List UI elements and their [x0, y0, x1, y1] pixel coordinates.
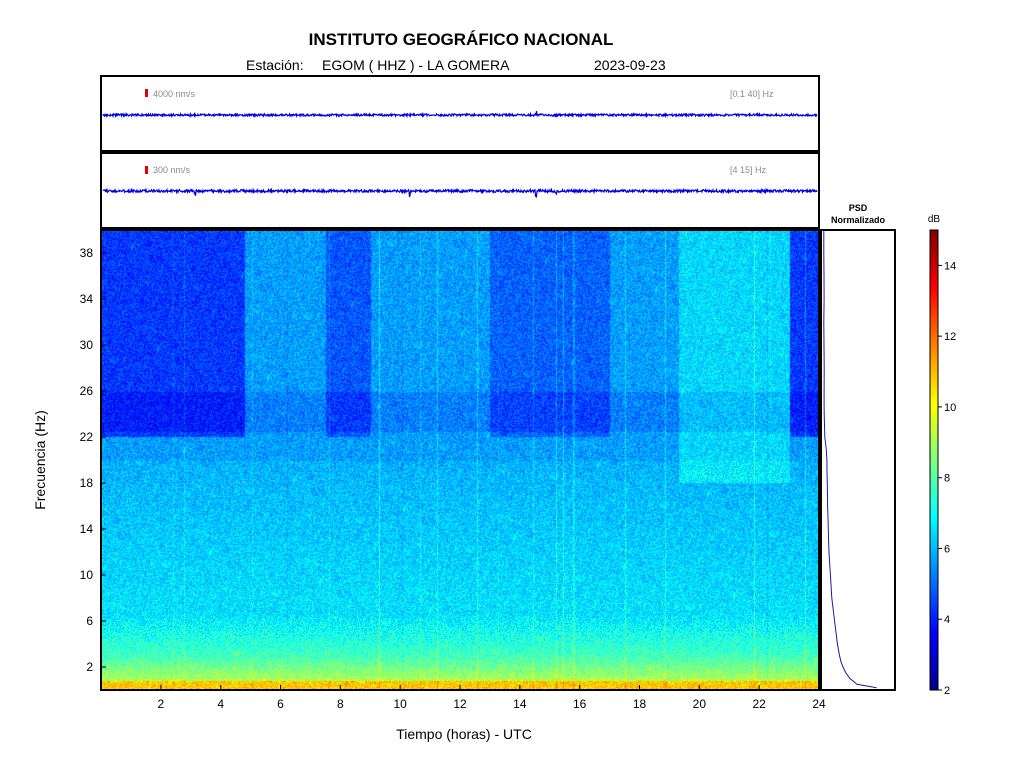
psd-subtitle: Normalizado: [831, 215, 886, 225]
trace-panel-filtered: 300 nm/s [4 15] Hz: [100, 152, 820, 229]
colorbar-tick-label: 6: [944, 543, 950, 555]
colorbar-tick-label: 10: [944, 402, 956, 414]
y-axis-label: Frecuencia (Hz): [32, 410, 48, 510]
y-tick-label: 6: [86, 614, 93, 628]
y-tick-label: 38: [80, 246, 94, 260]
x-tick-label: 14: [513, 697, 527, 711]
station-label: Estación:: [246, 57, 304, 73]
x-tick-label: 6: [277, 697, 284, 711]
colorbar-label: dB: [928, 214, 941, 225]
trace-frame: [100, 75, 820, 152]
colorbar-tick-label: 12: [944, 331, 956, 343]
x-tick-label: 2: [157, 697, 164, 711]
colorbar-tick-label: 14: [944, 260, 956, 272]
psd-curve: [823, 230, 877, 689]
trace-scale-label: 4000 nm/s: [153, 89, 196, 99]
y-tick-label: 30: [80, 338, 94, 352]
spectrogram-image: [101, 230, 819, 690]
seismic-trace: [102, 187, 818, 199]
x-tick-label: 20: [693, 697, 707, 711]
y-tick-label: 14: [80, 522, 94, 536]
colorbar-tick-label: 2: [944, 685, 950, 697]
y-tick-label: 18: [80, 476, 94, 490]
station-name: EGOM ( HHZ ) - LA GOMERA: [322, 57, 510, 73]
y-tick-label: 22: [80, 430, 94, 444]
y-tick-label: 26: [80, 384, 94, 398]
y-tick-label: 2: [86, 660, 93, 674]
seismic-trace: [102, 110, 818, 119]
x-tick-label: 16: [573, 697, 587, 711]
date-label: 2023-09-23: [594, 57, 666, 73]
scale-mark: [145, 89, 148, 97]
trace-band-label: [4 15] Hz: [730, 165, 767, 175]
colorbar-axis: 2 4 6 8 10 12 14: [938, 260, 956, 697]
x-tick-label: 10: [393, 697, 407, 711]
scale-mark: [145, 166, 148, 174]
colorbar: [929, 229, 939, 691]
y-tick-label: 34: [80, 292, 94, 306]
trace-scale-label: 300 nm/s: [153, 165, 191, 175]
x-axis: 2 4 6 8 10 12 14 16 18 20 22 24: [157, 685, 826, 711]
psd-frame: [820, 229, 896, 691]
x-tick-label: 24: [812, 697, 826, 711]
x-tick-label: 8: [337, 697, 344, 711]
trace-band-label: [0.1 40] Hz: [730, 89, 774, 99]
trace-panel-broadband: 4000 nm/s [0.1 40] Hz: [100, 75, 820, 152]
x-tick-label: 22: [752, 697, 766, 711]
colorbar-tick-label: 8: [944, 473, 950, 485]
x-axis-label: Tiempo (horas) - UTC: [396, 726, 532, 742]
x-tick-label: 4: [217, 697, 224, 711]
x-tick-label: 12: [453, 697, 467, 711]
figure-title: INSTITUTO GEOGRÁFICO NACIONAL: [309, 30, 614, 49]
y-tick-label: 10: [80, 568, 94, 582]
psd-title: PSD: [849, 203, 868, 213]
colorbar-tick-label: 4: [944, 614, 950, 626]
x-tick-label: 18: [633, 697, 647, 711]
